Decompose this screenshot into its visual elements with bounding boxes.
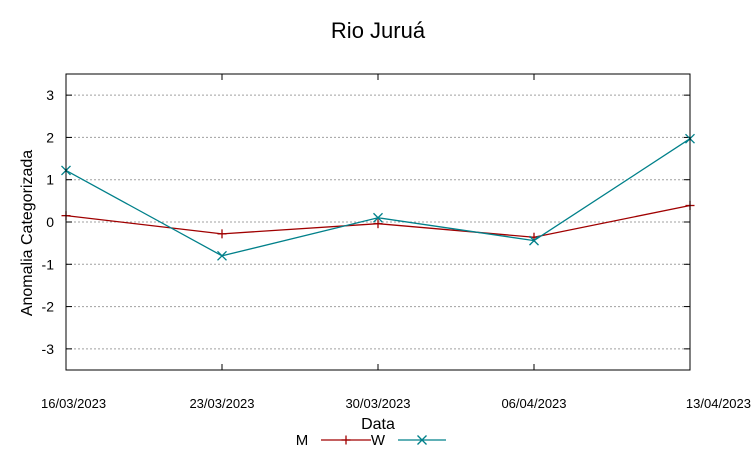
y-tick-label: -2 bbox=[42, 299, 55, 315]
y-axis-label: Anomalia Categorizada bbox=[19, 150, 36, 316]
series-group bbox=[61, 133, 695, 261]
data-point-w bbox=[373, 212, 383, 223]
legend-label-w: W bbox=[371, 432, 386, 449]
y-tick-label: 0 bbox=[46, 214, 54, 230]
y-tick-labels: 3 2 1 0 -1 -2 -3 bbox=[42, 87, 55, 357]
chart-title: Rio Juruá bbox=[331, 18, 426, 43]
data-point-w bbox=[529, 235, 539, 246]
y-tick-label: 3 bbox=[46, 87, 54, 103]
data-point-m bbox=[373, 219, 383, 229]
plot-frame bbox=[65, 73, 691, 371]
x-tick-labels: 16/03/2023 23/03/2023 30/03/2023 06/04/2023… bbox=[41, 396, 751, 411]
series-line-w bbox=[65, 138, 691, 257]
legend-marker-m bbox=[341, 435, 351, 445]
x-tick-label: 30/03/2023 bbox=[345, 396, 410, 411]
x-tick-label: 16/03/2023 bbox=[41, 396, 106, 411]
data-point-m bbox=[217, 229, 227, 239]
y-tick-label: 1 bbox=[46, 172, 54, 188]
legend-label-m: M bbox=[296, 432, 309, 449]
x-tick-label: 13/04/2023 bbox=[686, 396, 751, 411]
y-tick-label: -1 bbox=[42, 256, 55, 272]
y-tick-label: -3 bbox=[42, 341, 55, 357]
legend-marker-w bbox=[417, 435, 427, 445]
x-tick-label: 06/04/2023 bbox=[501, 396, 566, 411]
y-tick-label: 2 bbox=[46, 129, 54, 145]
data-point-w bbox=[217, 250, 227, 261]
x-axis-label: Data bbox=[361, 416, 395, 433]
x-tick-label: 23/03/2023 bbox=[189, 396, 254, 411]
